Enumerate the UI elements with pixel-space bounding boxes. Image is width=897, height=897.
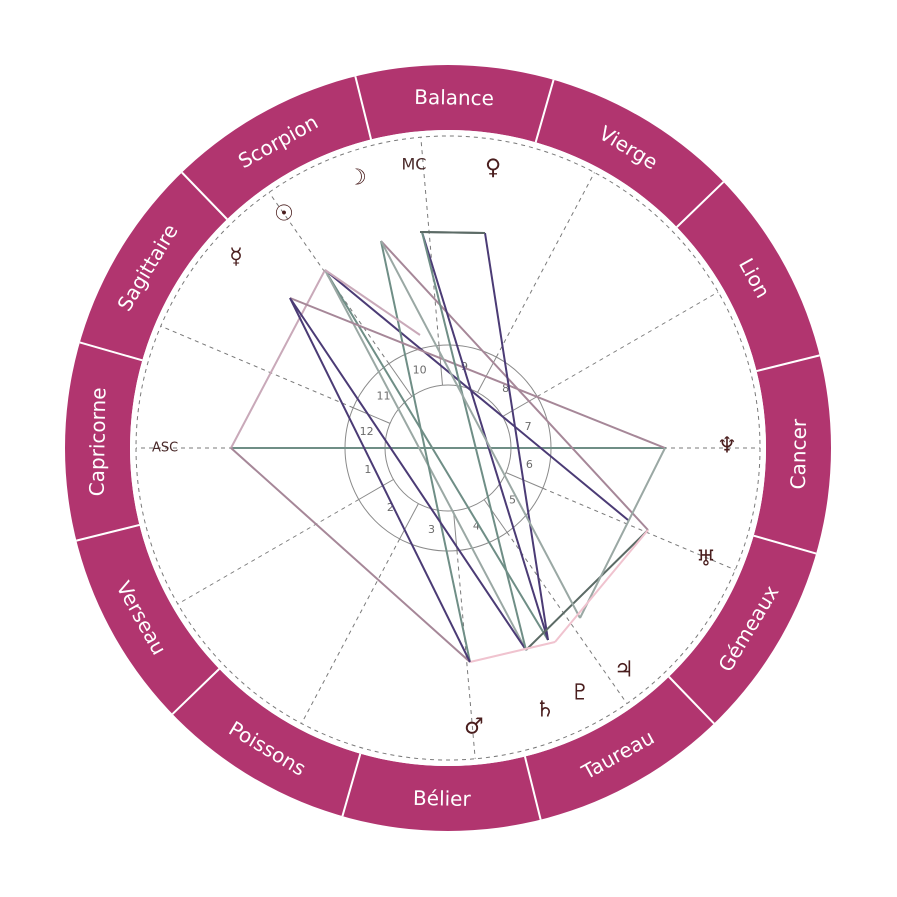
house-divider <box>399 503 419 540</box>
aspect-line <box>380 240 471 663</box>
house-numbers: 123456789101112 <box>360 360 533 536</box>
aspect-lines <box>230 231 666 663</box>
aspect-line <box>380 240 581 619</box>
house-number-11: 11 <box>376 389 390 402</box>
aspect-line <box>554 529 649 643</box>
zodiac-divider <box>341 753 362 817</box>
house-number-6: 6 <box>526 458 533 471</box>
planet-glyphs: ☽ ♀ ☉ ☿ ♆ ♅ ♃ ♇ ♄ ♂ <box>229 156 737 740</box>
house-number-7: 7 <box>525 420 532 433</box>
zodiac-sign-belier: Bélier <box>413 786 472 811</box>
aspect-line <box>324 269 421 336</box>
zodiac-sign-capricorne: Capricorne <box>85 387 111 496</box>
ascendant-label: ASC <box>152 441 178 456</box>
mercury-icon: ☿ <box>229 245 243 270</box>
aspect-line <box>579 447 666 619</box>
aspect-line <box>469 641 556 663</box>
house-cusp-line <box>177 499 360 605</box>
moon-icon: ☽ <box>347 166 367 191</box>
house-divider <box>502 396 538 417</box>
house-cusp-line <box>420 137 440 346</box>
aspect-line <box>484 232 549 641</box>
house-cusp-line <box>301 538 401 724</box>
house-divider <box>505 472 544 489</box>
house-number-4: 4 <box>473 519 480 532</box>
aspect-line <box>230 447 471 663</box>
house-cusp-line <box>160 325 354 409</box>
zodiac-divider <box>76 523 140 542</box>
house-number-10: 10 <box>413 364 427 377</box>
house-divider <box>358 479 394 500</box>
zodiac-dividers <box>76 76 820 820</box>
aspect-line <box>324 269 527 651</box>
house-divider <box>452 510 458 551</box>
house-number-12: 12 <box>360 425 374 438</box>
zodiac-sign-balance: Balance <box>414 85 494 110</box>
house-divider <box>352 407 391 424</box>
zodiac-divider <box>181 171 228 220</box>
house-divider <box>388 363 413 397</box>
house-cusp-line <box>536 291 719 397</box>
zodiac-divider <box>171 668 220 715</box>
aspect-line <box>289 297 527 651</box>
zodiac-divider <box>668 676 715 725</box>
aspect-line <box>421 231 527 651</box>
house-cusp-line <box>506 532 628 704</box>
midheaven-label: MC <box>402 155 427 174</box>
pluto-icon: ♇ <box>570 681 590 706</box>
uranus-icon: ♅ <box>696 547 716 572</box>
zodiac-divider <box>534 79 555 143</box>
zodiac-divider <box>79 341 143 362</box>
jupiter-icon: ♃ <box>614 658 634 683</box>
house-number-3: 3 <box>428 523 435 536</box>
zodiac-divider <box>756 354 820 373</box>
house-cusp-line <box>542 487 736 571</box>
zodiac-divider <box>676 181 725 228</box>
house-number-5: 5 <box>509 494 516 507</box>
zodiac-divider <box>753 534 817 555</box>
aspect-line <box>324 269 549 641</box>
house-divider <box>483 499 508 533</box>
sun-icon: ☉ <box>274 202 294 227</box>
house-number-8: 8 <box>502 382 509 395</box>
axis-labels: ASC MC <box>152 155 426 456</box>
aspect-line <box>324 269 629 521</box>
aspect-line <box>525 529 649 651</box>
zodiac-divider <box>354 76 373 140</box>
aspect-line <box>230 269 326 449</box>
zodiac-divider <box>523 756 542 820</box>
house-number-1: 1 <box>364 463 371 476</box>
aspect-line <box>289 297 471 663</box>
aspect-line <box>289 297 666 449</box>
zodiac-sign-cancer: Cancer <box>786 418 811 490</box>
house-cusp-line <box>495 172 595 358</box>
aspect-line <box>380 240 649 531</box>
venus-icon: ♀ <box>485 156 501 181</box>
saturn-icon: ♄ <box>535 698 555 723</box>
neptune-icon: ♆ <box>717 434 737 459</box>
house-number-2: 2 <box>387 501 394 514</box>
aspect-line <box>419 231 486 234</box>
mars-icon: ♂ <box>464 715 484 740</box>
